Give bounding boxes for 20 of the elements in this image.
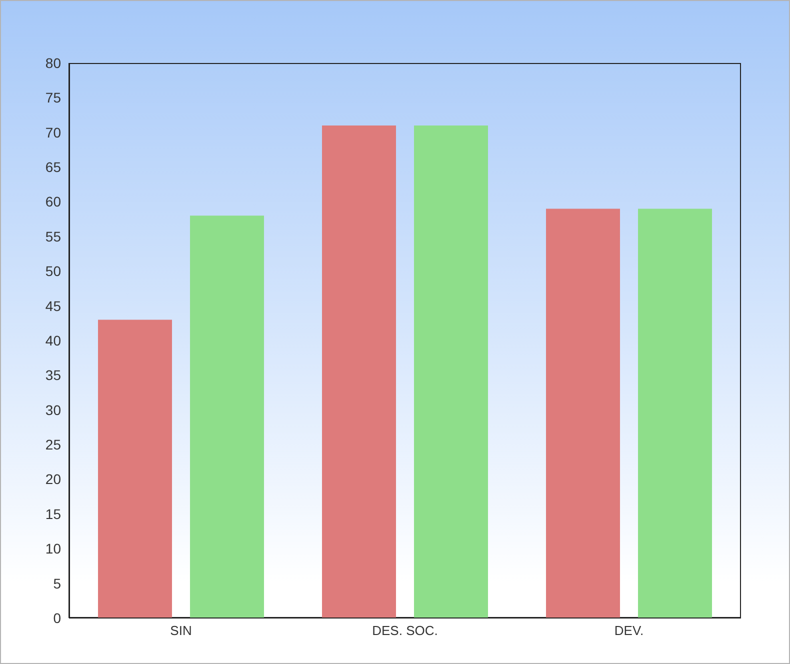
x-tick-label: DEV.: [614, 623, 644, 638]
x-tick-label: SIN: [170, 623, 192, 638]
y-tick-label: 65: [45, 159, 62, 176]
x-tick-label: DES. SOC.: [372, 623, 438, 638]
y-tick-label: 20: [45, 471, 62, 488]
y-tick-label: 0: [53, 610, 62, 626]
y-tick-label: 40: [45, 332, 62, 348]
y-tick-label: 45: [45, 298, 62, 314]
y-tick-label: 75: [45, 90, 62, 106]
y-tick-label: 25: [45, 436, 62, 453]
y-tick-label: 60: [45, 194, 62, 210]
y-tick-label: 50: [45, 263, 62, 280]
y-tick-label: 30: [45, 402, 62, 418]
y-tick-label: 35: [45, 367, 62, 384]
y-tick-label: 70: [45, 124, 62, 140]
y-tick-label: 5: [53, 575, 62, 592]
y-tick-label: 15: [45, 506, 62, 522]
y-tick-label: 55: [45, 228, 62, 244]
y-tick-label: 10: [45, 540, 62, 557]
y-tick-label: 80: [45, 54, 62, 71]
